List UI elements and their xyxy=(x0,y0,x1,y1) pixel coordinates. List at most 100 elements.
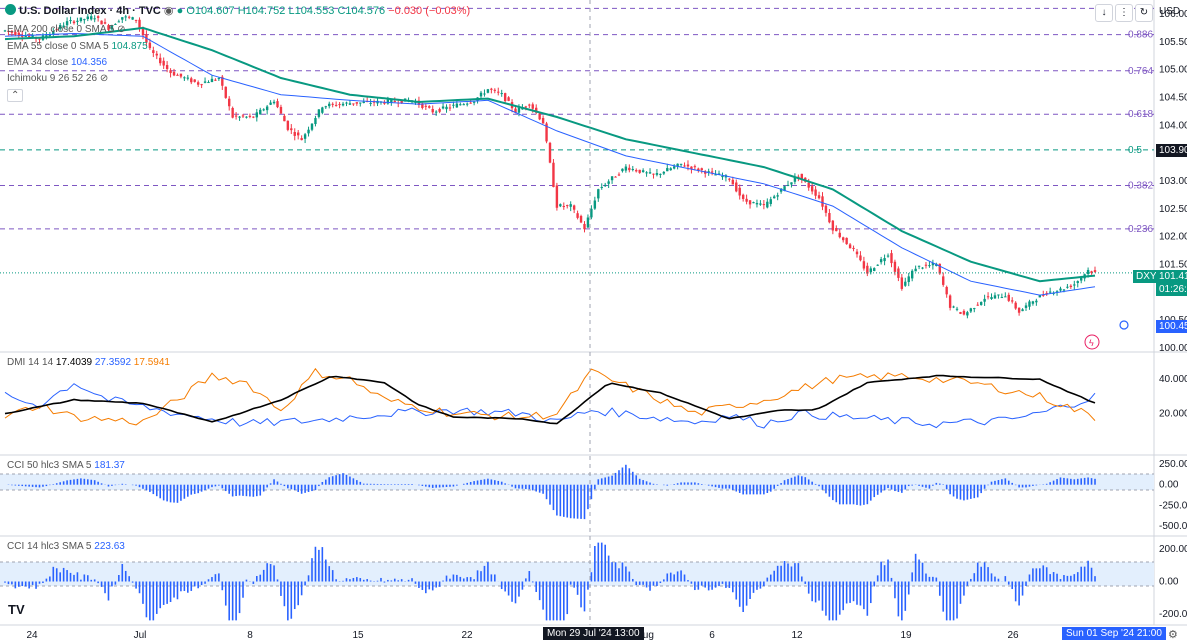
candle-body xyxy=(603,184,607,187)
time-tick-label: Jul xyxy=(134,630,147,641)
alert-marker[interactable] xyxy=(1119,320,1129,330)
arrow-down-icon[interactable]: ↓ xyxy=(1095,4,1113,22)
candle-body xyxy=(731,179,735,185)
candle-body xyxy=(893,261,897,272)
candle-body xyxy=(1021,309,1024,312)
refresh-icon[interactable]: ↻ xyxy=(1135,4,1153,22)
candle-body xyxy=(79,17,83,22)
candle-body xyxy=(248,115,252,117)
candle-body xyxy=(234,115,238,117)
candle-body xyxy=(783,186,786,191)
candle-body xyxy=(341,103,345,106)
cci-tick-label: 0.00 xyxy=(1159,480,1179,491)
candle-body xyxy=(635,170,638,172)
candle-body xyxy=(600,186,603,188)
countdown-badge: 01:26:2 xyxy=(1156,283,1187,296)
candle-body xyxy=(428,106,431,108)
candle-body xyxy=(859,255,862,261)
candle-body xyxy=(693,166,697,168)
candle-body xyxy=(848,244,852,249)
cci50-legend[interactable]: CCI 50 hlc3 SMA 5 181.37 xyxy=(7,460,125,471)
currency-label[interactable]: USD xyxy=(1159,6,1181,17)
candle-body xyxy=(27,35,31,37)
candle-body xyxy=(493,89,497,91)
tradingview-logo[interactable]: TV xyxy=(8,602,25,617)
collapse-chevron-icon[interactable]: ⌃ xyxy=(7,89,24,102)
candle-body xyxy=(866,265,869,274)
event-lightning-icon[interactable] xyxy=(1084,334,1100,350)
symbol-icon xyxy=(5,4,16,15)
symbol-title[interactable]: U.S. Dollar Index · 4h · TVC xyxy=(19,5,161,17)
candle-body xyxy=(638,169,641,173)
candle-body xyxy=(96,16,100,18)
candle-body xyxy=(669,168,672,171)
price-tick-label: 106.000 xyxy=(1159,9,1187,20)
candle-body xyxy=(93,18,96,20)
candle-body xyxy=(434,111,438,113)
cci-tick-label: -500.00 xyxy=(1159,521,1187,532)
candle-body xyxy=(738,187,741,196)
candle-body xyxy=(1031,301,1035,304)
more-icon[interactable]: ⋮ xyxy=(1115,4,1133,22)
time-tick-label: Aug xyxy=(636,630,654,641)
candle-body xyxy=(355,102,359,104)
candle-body xyxy=(741,194,745,199)
candle-body xyxy=(869,268,872,273)
candle-body xyxy=(114,23,117,25)
candle-body xyxy=(193,79,196,82)
candle-body xyxy=(176,74,179,76)
candle-body xyxy=(469,102,472,104)
candle-body xyxy=(735,182,738,192)
candle-body xyxy=(1059,288,1062,291)
candle-body xyxy=(710,171,714,173)
dmi-legend[interactable]: DMI 14 14 17.4039 27.3592 17.5941 xyxy=(7,357,170,368)
candle-body xyxy=(583,223,586,230)
candle-body xyxy=(245,116,248,118)
indicator-ema55[interactable]: EMA 55 close 0 SMA 5 104.875 xyxy=(7,41,148,52)
candle-body xyxy=(203,81,207,83)
candle-body xyxy=(76,20,79,22)
cci14-histogram xyxy=(4,542,1096,621)
candle-body xyxy=(345,102,348,104)
candle-body xyxy=(279,106,283,114)
candle-body xyxy=(514,108,517,113)
chart-header: U.S. Dollar Index · 4h · TVC ◉ ● O104.60… xyxy=(5,4,470,17)
indicator-ema34[interactable]: EMA 34 close 104.356 xyxy=(7,57,108,68)
candle-body xyxy=(317,109,321,117)
ohlc-change: −0.030 (−0.03%) xyxy=(388,5,471,17)
candle-body xyxy=(331,103,334,105)
candle-body xyxy=(500,93,503,95)
candle-body xyxy=(886,255,890,257)
ema-slow-line xyxy=(4,26,1096,283)
time-tick-label: 19 xyxy=(900,630,912,641)
price-badge: 101.412 xyxy=(1156,270,1187,283)
candle-body xyxy=(159,57,162,64)
eye-icon[interactable]: ◉ xyxy=(163,5,174,17)
indicator-ichimoku[interactable]: Ichimoku 9 26 52 26 ⊘ xyxy=(7,73,109,84)
candle-body xyxy=(369,102,372,104)
candle-body xyxy=(938,263,941,274)
price-tick-label: 105.000 xyxy=(1159,65,1187,76)
time-tick-label: 8 xyxy=(247,630,253,641)
indicator-ema200[interactable]: EMA 200 close 0 SMA 5 ⊘ xyxy=(7,24,126,35)
candle-body xyxy=(524,106,528,108)
candle-body xyxy=(293,132,296,136)
candle-body xyxy=(507,97,510,101)
candle-body xyxy=(1038,295,1042,298)
cci14-legend[interactable]: CCI 14 hlc3 SMA 5 223.63 xyxy=(7,541,125,552)
candle-body xyxy=(962,310,966,315)
candle-body xyxy=(779,188,783,192)
candle-body xyxy=(490,88,493,90)
candle-body xyxy=(800,173,804,180)
candle-body xyxy=(441,106,445,109)
candle-body xyxy=(921,267,924,269)
price-tick-label: 101.500 xyxy=(1159,260,1187,271)
candle-body xyxy=(910,270,914,279)
candle-body xyxy=(296,132,300,136)
candle-body xyxy=(503,93,507,102)
candle-body xyxy=(793,176,797,182)
candle-body xyxy=(845,237,848,245)
settings-icon[interactable]: ⚙ xyxy=(1168,629,1178,641)
candle-body xyxy=(83,19,86,21)
